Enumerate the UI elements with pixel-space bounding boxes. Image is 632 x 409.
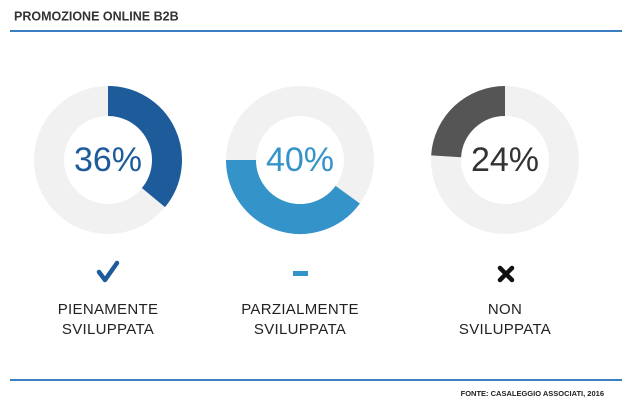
category-label: PARZIALMENTE SVILUPPATA — [241, 301, 359, 338]
value-label: 24% — [471, 141, 539, 179]
donut-arc — [226, 159, 360, 234]
donut-arc — [431, 86, 506, 158]
source-note: FONTE: CASALEGGIO ASSOCIATI, 2016 — [461, 389, 604, 398]
donut-arc — [107, 86, 182, 208]
category-label: NON SVILUPPATA — [458, 301, 552, 338]
check-icon — [96, 260, 120, 283]
cross-icon — [497, 265, 515, 283]
chart-title: PROMOZIONE ONLINE B2B — [14, 9, 179, 23]
category-label: PIENAMENTE SVILUPPATA — [57, 301, 159, 338]
value-label: 40% — [266, 141, 334, 179]
value-label: 36% — [74, 141, 142, 179]
dash-icon — [293, 271, 308, 276]
